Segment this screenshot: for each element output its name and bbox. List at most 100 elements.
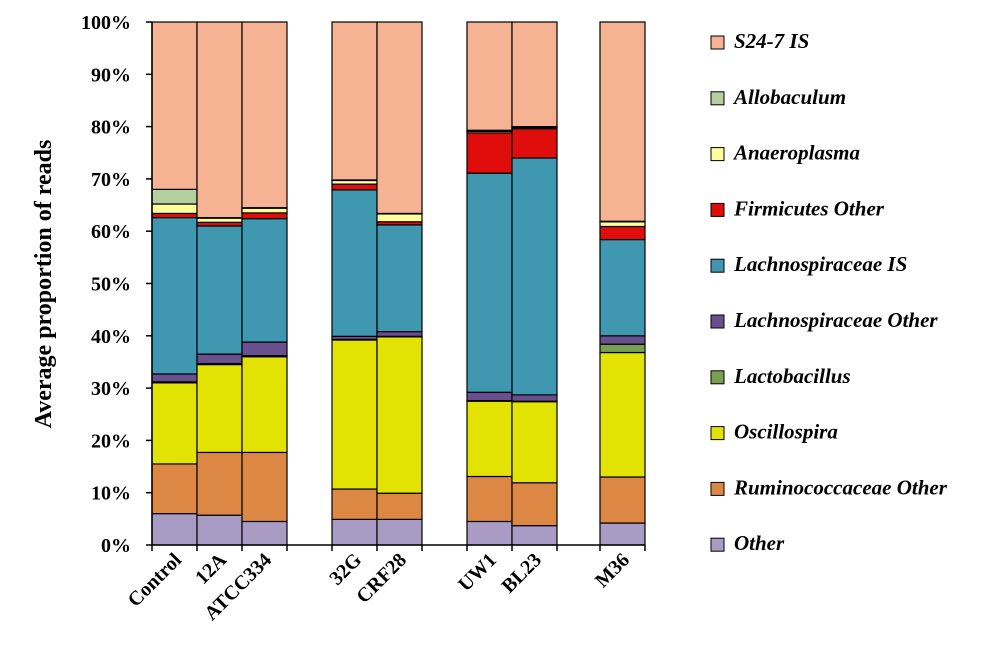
bar-segment [466, 172, 513, 393]
legend: S24-7 IS Allobaculum Anaeroplasma Firmicute… [710, 29, 948, 555]
bar-segment [151, 21, 198, 190]
bar-segment [466, 391, 513, 402]
bar-segment [241, 212, 288, 220]
bar-segment [241, 207, 288, 214]
bar-segment [331, 183, 378, 191]
x-category-label: BL23 [497, 549, 546, 598]
y-tick-label: 80% [91, 117, 131, 139]
legend-swatch [710, 314, 725, 329]
bar-segment [151, 463, 198, 515]
y-tick-label: 100% [81, 12, 131, 34]
bar-segment [599, 238, 646, 337]
y-tick-label: 20% [91, 430, 131, 452]
y-tick-label: 0% [101, 535, 131, 557]
legend-label: Lactobacillus [733, 364, 851, 388]
legend-label: Anaeroplasma [732, 141, 860, 165]
bar-segment [196, 451, 243, 516]
bar-segment [599, 476, 646, 524]
legend-swatch [710, 202, 725, 217]
bar-segment [376, 224, 423, 333]
legend-swatch [710, 481, 725, 496]
bar-segment [511, 394, 558, 402]
bar-segment [599, 21, 646, 222]
legend-swatch [710, 35, 725, 50]
bar-segment [599, 335, 646, 345]
bar-segment [511, 482, 558, 527]
bar-segment [196, 514, 243, 546]
bar-segment [466, 400, 513, 478]
y-axis-label: Average proportion of reads [31, 140, 57, 429]
legend-swatch [710, 370, 725, 385]
bar-segment [151, 217, 198, 375]
bar-segment [196, 353, 243, 365]
bar-segment [151, 188, 198, 205]
legend-label: Lachnospiraceae IS [733, 252, 907, 276]
y-tick-label: 50% [91, 274, 131, 296]
bar-segment [511, 21, 558, 128]
bar-segment [151, 212, 198, 219]
y-tick-label: 60% [91, 221, 131, 243]
y-tick-label: 10% [91, 483, 131, 505]
bars-layer [151, 21, 646, 546]
y-tick-label: 70% [91, 169, 131, 191]
bar-segment [241, 218, 288, 343]
legend-swatch [710, 258, 725, 273]
bar-segment [196, 225, 243, 355]
legend-label: Lachnospiraceae Other [733, 308, 938, 332]
bar-segment [151, 203, 198, 215]
bar-segment [241, 520, 288, 546]
legend-label: Allobaculum [732, 85, 846, 109]
bar-segment [331, 21, 378, 181]
y-tick-label: 30% [91, 378, 131, 400]
bar-segment [599, 225, 646, 241]
bar-segment [331, 339, 378, 490]
x-category-label: UW1 [454, 549, 501, 596]
bar-segment [241, 451, 288, 523]
x-category-label: Control [124, 549, 187, 612]
legend-label: S24-7 IS [734, 29, 809, 53]
x-category-label: CRF28 [352, 549, 411, 608]
bar-segment [376, 336, 423, 494]
bar-segment [241, 341, 288, 357]
bar-segment [376, 331, 423, 337]
bar-segment [466, 132, 513, 174]
bar-segment [511, 401, 558, 484]
bar-segment [331, 488, 378, 520]
legend-label: Oscillospira [734, 420, 838, 444]
bar-segment [151, 513, 198, 546]
bar-segment [466, 475, 513, 523]
bar-segment [511, 525, 558, 546]
bar-segment [376, 492, 423, 520]
bar-segment [151, 373, 198, 383]
bar-segment [241, 356, 288, 454]
legend-label: Firmicutes Other [733, 196, 885, 220]
bar-segment [196, 363, 243, 454]
x-category-label: M36 [591, 549, 634, 592]
legend-label: Other [734, 531, 785, 555]
bar-segment [376, 518, 423, 546]
bar-segment [151, 382, 198, 465]
bar-segment [599, 522, 646, 546]
bar-segment [196, 21, 243, 219]
legend-swatch [710, 537, 725, 552]
bar-segment [466, 520, 513, 546]
bar-segment [599, 343, 646, 354]
bar-segment [376, 213, 423, 223]
legend-swatch [710, 147, 725, 162]
y-tick-label: 40% [91, 326, 131, 348]
bar-segment [241, 21, 288, 209]
bar-segment [196, 217, 243, 223]
bar-segment [331, 518, 378, 546]
legend-swatch [710, 91, 725, 106]
y-tick-label: 90% [91, 64, 131, 86]
legend-swatch [710, 426, 725, 441]
bar-segment [511, 128, 558, 159]
bar-segment [511, 157, 558, 396]
bar-segment [466, 21, 513, 131]
bar-segment [376, 21, 423, 215]
bar-segment [599, 221, 646, 228]
bar-segment [331, 189, 378, 337]
bar-segment [599, 351, 646, 478]
legend-label: Ruminococcaceae Other [733, 475, 948, 499]
